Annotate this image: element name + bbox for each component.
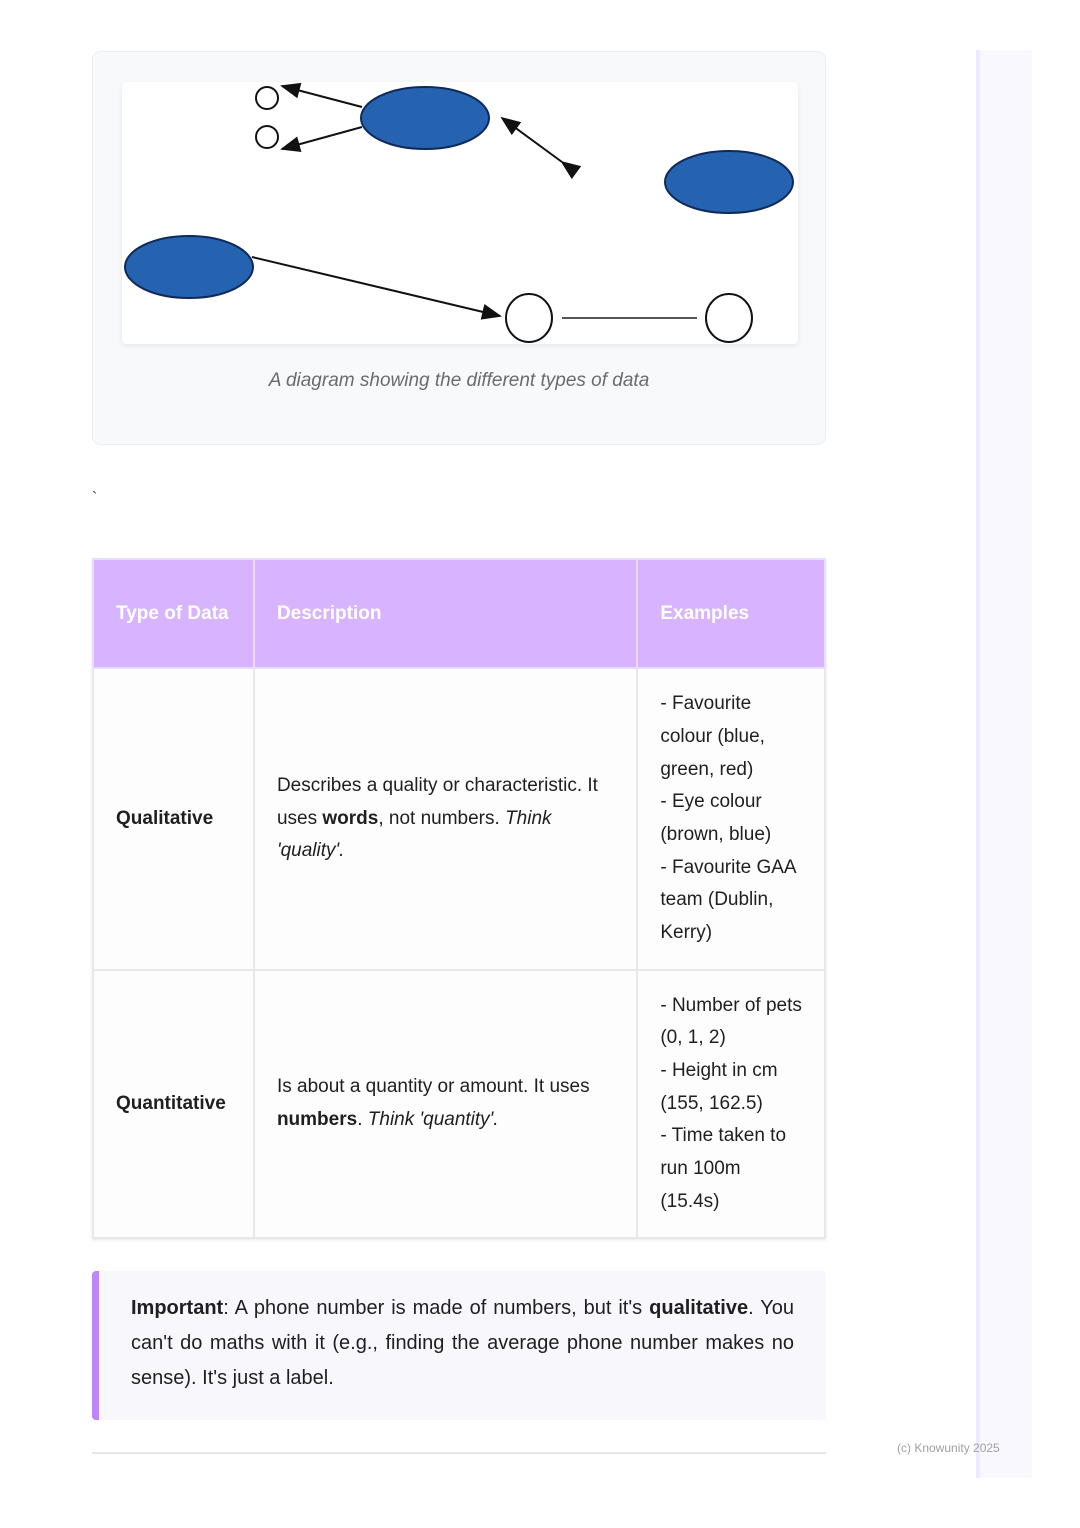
examples-cell: - Number of pets (0, 1, 2) - Height in cm… — [636, 969, 826, 1239]
figure: A diagram showing the different types of… — [92, 51, 826, 445]
figure-caption: A diagram showing the different types of… — [268, 370, 650, 391]
table-header-row: Type of Data Description Examples — [92, 558, 826, 669]
description-cell: Is about a quantity or amount. It uses n… — [252, 969, 639, 1239]
examples-cell: - Favourite colour (blue, green, red) - E… — [636, 667, 826, 971]
important-callout: Important: A phone number is made of num… — [92, 1271, 826, 1420]
type-cell: Quantitative — [92, 969, 255, 1239]
header-description: Description — [252, 558, 639, 669]
header-examples: Examples — [636, 558, 826, 669]
data-types-table: Type of Data Description Examples Qualit… — [92, 558, 826, 1239]
header-type: Type of Data — [92, 558, 255, 669]
stray-mark: ` — [92, 490, 98, 507]
data-types-diagram — [122, 82, 798, 344]
table-row: Qualitative Describes a quality or chara… — [92, 667, 826, 971]
side-panel — [976, 50, 1032, 1478]
footer-copyright: (c) Knowunity 2025 — [897, 1441, 1000, 1455]
divider — [92, 1452, 826, 1454]
description-cell: Describes a quality or characteristic. I… — [252, 667, 639, 971]
type-cell: Qualitative — [92, 667, 255, 971]
table-row: Quantitative Is about a quantity or amou… — [92, 969, 826, 1239]
